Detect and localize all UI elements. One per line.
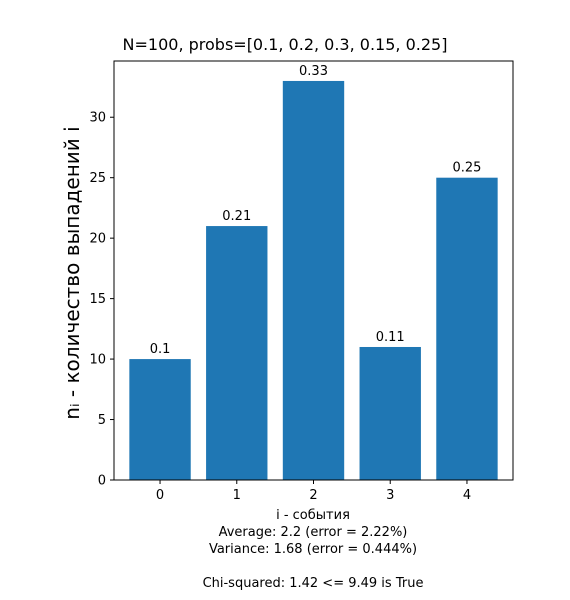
y-tick-label: 20 bbox=[89, 232, 106, 247]
x-tick-label: 2 bbox=[309, 488, 317, 503]
bar-value-label: 0.33 bbox=[299, 64, 328, 79]
bar-value-label: 0.1 bbox=[150, 342, 171, 357]
bar bbox=[359, 346, 421, 480]
y-tick-label: 0 bbox=[98, 474, 106, 489]
y-tick-label: 5 bbox=[98, 413, 106, 428]
chi-squared-text: Chi-squared: 1.42 <= 9.49 is True bbox=[202, 576, 424, 591]
x-axis-label-block: i - события Average: 2.2 (error = 2.22%)… bbox=[0, 507, 570, 592]
bar-value-label: 0.21 bbox=[222, 209, 251, 224]
average-text: Average: 2.2 (error = 2.22%) bbox=[218, 525, 408, 540]
y-tick-label: 10 bbox=[89, 353, 106, 368]
variance-text: Variance: 1.68 (error = 0.444%) bbox=[208, 542, 418, 557]
y-tick-label: 30 bbox=[89, 111, 106, 126]
bar bbox=[436, 177, 498, 480]
chart-title: N=100, probs=[0.1, 0.2, 0.3, 0.15, 0.25] bbox=[122, 35, 448, 54]
x-tick-label: 3 bbox=[386, 488, 394, 503]
bar-value-label: 0.25 bbox=[452, 161, 481, 176]
bar-value-label: 0.11 bbox=[376, 330, 405, 345]
x-tick-label: 4 bbox=[463, 488, 471, 503]
bar bbox=[282, 80, 345, 480]
x-tick-label: 1 bbox=[233, 488, 241, 503]
x-tick-label: 0 bbox=[156, 488, 164, 503]
bar bbox=[129, 359, 191, 480]
y-tick-label: 25 bbox=[89, 171, 106, 186]
bar bbox=[206, 226, 268, 480]
y-axis-label: nᵢ - количество выпадений i bbox=[60, 126, 84, 420]
y-tick-label: 15 bbox=[89, 292, 106, 307]
x-axis-label: i - события bbox=[276, 508, 350, 523]
